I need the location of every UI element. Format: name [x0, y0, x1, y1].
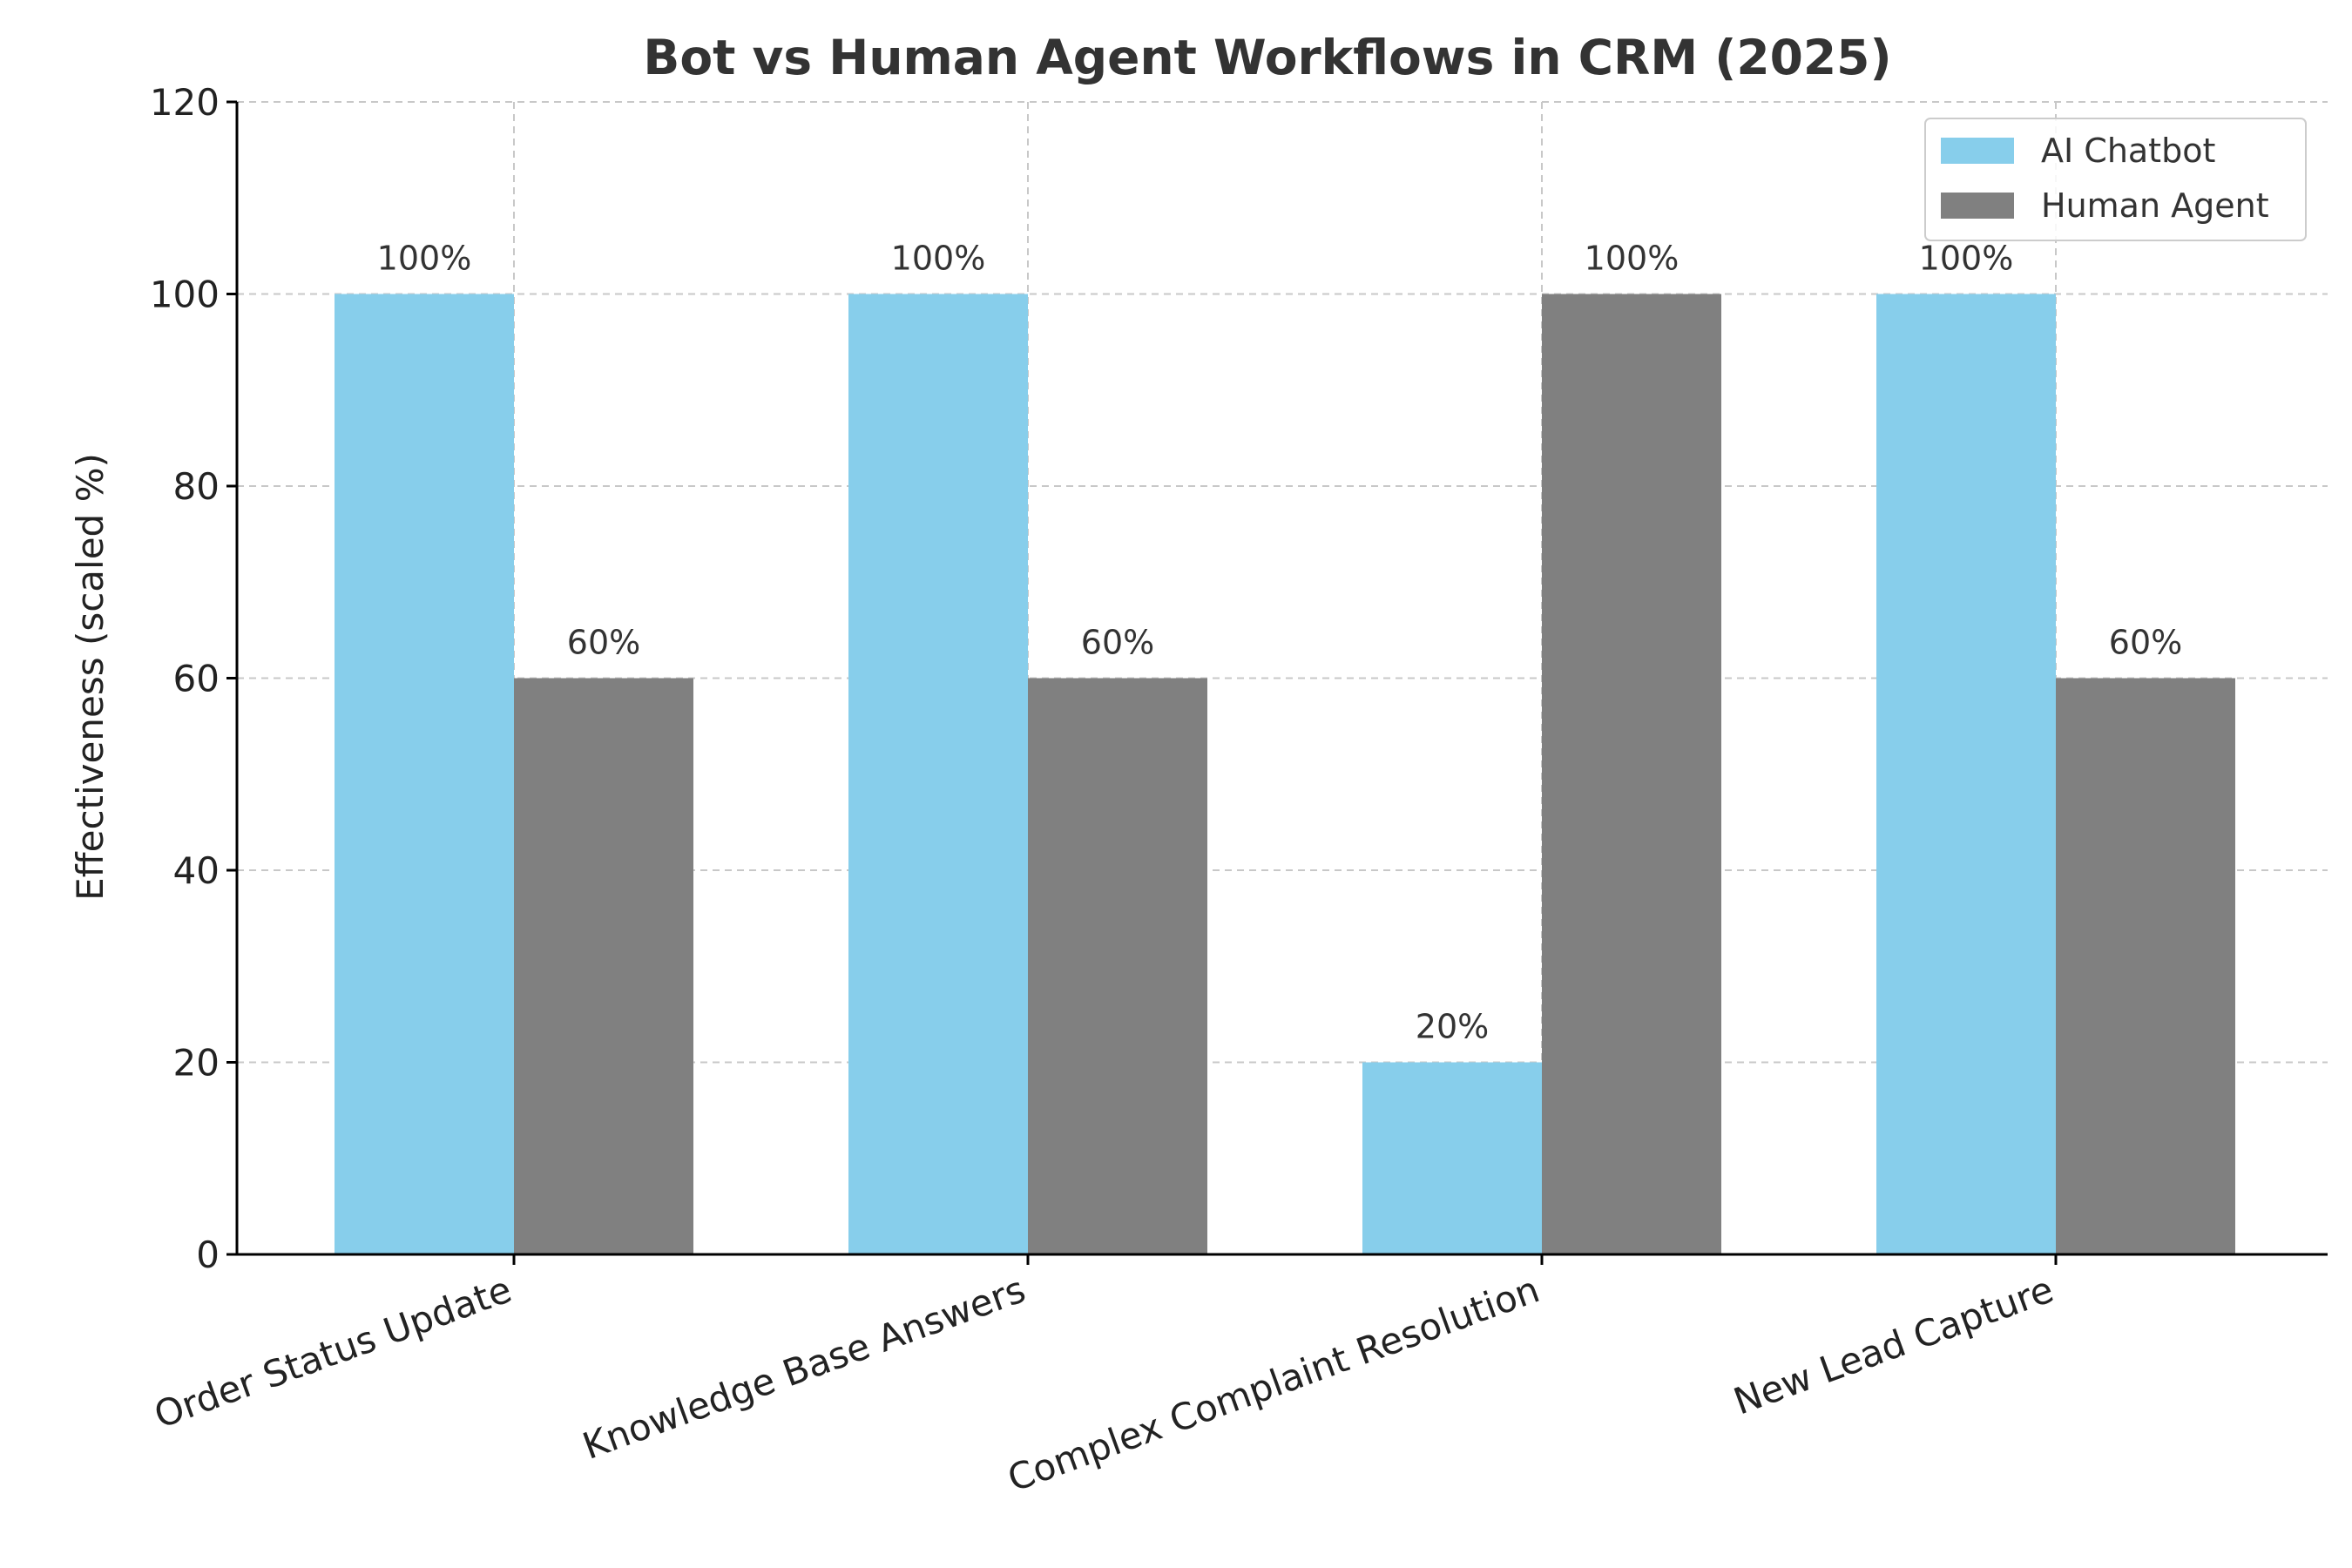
bar-ai-chatbot: [335, 294, 514, 1254]
bar-value-label: 100%: [1585, 240, 1680, 278]
x-tick-label: New Lead Capture: [1728, 1267, 2059, 1423]
y-tick-label: 120: [150, 81, 220, 124]
y-tick-label: 80: [173, 465, 220, 508]
x-tick-labels: Order Status Update Knowledge Base Answer…: [149, 1267, 2059, 1500]
bar-human-agent: [514, 678, 693, 1254]
bar-ai-chatbot: [1362, 1062, 1542, 1254]
bar-value-labels: 100% 100% 20% 100% 60% 60% 100% 60%: [377, 240, 2183, 1046]
legend-swatch-ai-chatbot: [1941, 138, 2014, 164]
legend-swatch-human-agent: [1941, 193, 2014, 219]
bar-value-label: 60%: [567, 624, 640, 662]
bar-ai-chatbot: [848, 294, 1028, 1254]
axes: [226, 100, 2328, 1265]
legend-box: [1924, 118, 2307, 241]
legend: AI Chatbot Human Agent: [1924, 118, 2307, 241]
bar-value-label: 100%: [1919, 240, 2014, 278]
x-tick-label: Complex Complaint Resolution: [1002, 1267, 1544, 1500]
bar-value-label: 60%: [2109, 624, 2182, 662]
bar-value-label: 20%: [1416, 1008, 1489, 1046]
y-tick-labels: 0 20 40 60 80 100 120: [150, 81, 220, 1276]
chart-title: Bot vs Human Agent Workflows in CRM (202…: [643, 30, 1891, 85]
legend-label: AI Chatbot: [2041, 132, 2215, 170]
y-tick-label: 100: [150, 274, 220, 316]
y-tick-label: 60: [173, 658, 220, 700]
y-tick-label: 40: [173, 849, 220, 892]
bar-value-label: 60%: [1081, 624, 1154, 662]
legend-label: Human Agent: [2041, 186, 2269, 225]
x-tick-label: Knowledge Base Answers: [578, 1267, 1031, 1468]
y-tick-label: 20: [173, 1042, 220, 1085]
bar-human-agent: [1028, 678, 1207, 1254]
x-tick-label: Order Status Update: [149, 1267, 517, 1436]
bar-human-agent: [2056, 678, 2235, 1254]
bar-value-label: 100%: [891, 240, 986, 278]
bar-value-label: 100%: [377, 240, 472, 278]
bars: [335, 294, 2235, 1254]
y-axis-label: Effectiveness (scaled %): [69, 453, 112, 901]
bar-human-agent: [1542, 294, 1721, 1254]
bar-ai-chatbot: [1876, 294, 2056, 1254]
y-tick-label: 0: [196, 1233, 220, 1276]
